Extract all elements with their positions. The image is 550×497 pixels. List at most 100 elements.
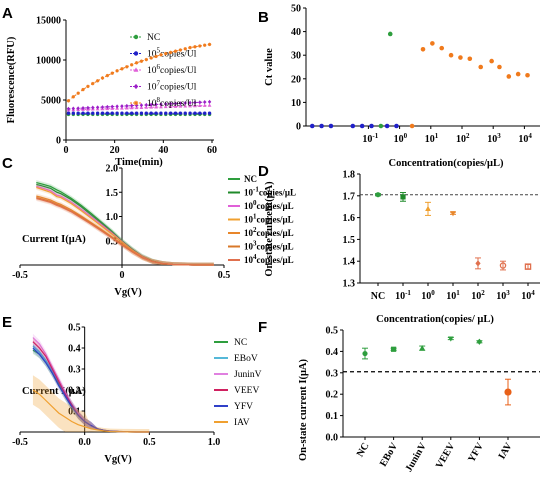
panel-a-legend-label: 105copies/Ul: [147, 47, 197, 60]
panel-b-point: [350, 123, 356, 129]
panel-b-point: [369, 123, 374, 129]
panel-a-series: [66, 99, 212, 111]
panel-d-y-tick-label: 1.3: [343, 279, 356, 290]
panel-a-point: [154, 111, 158, 115]
panel-a-point: [134, 111, 139, 115]
panel-f-x-tick-label: JuninV: [403, 440, 429, 474]
panel-a-legend-label: 106copies/Ul: [147, 63, 197, 76]
panel-a-point: [91, 111, 95, 115]
panel-a-point: [168, 104, 173, 108]
panel-a-point: [168, 101, 173, 106]
panel-a-point: [193, 100, 197, 105]
panel-a-point: [115, 111, 119, 115]
panel-c-legend-label: 100copies/μL: [244, 199, 294, 211]
panel-e: E -0.5 0.0 0.5 1.0 0.1 0.2 0.3 0.4 0.5 Vg(V) Curren…: [2, 314, 262, 465]
panel-b-y-tick-label: 50: [291, 4, 301, 15]
panel-b-point: [319, 123, 324, 129]
panel-a-point: [164, 51, 168, 56]
panel-c-series: [36, 184, 214, 266]
panel-d-x-tick-label: 101: [446, 289, 460, 302]
panel-d-y-tick-label: 1.8: [343, 170, 356, 181]
panel-b-point: [378, 123, 384, 129]
panel-a-point: [66, 111, 71, 115]
panel-b-point: [525, 72, 530, 78]
panel-b-point: [309, 123, 315, 129]
panel-d-x-tick-label: 102: [471, 289, 485, 302]
panel-e-legend-label: EBoV: [234, 354, 258, 364]
panel-d-point: [475, 260, 481, 267]
panel-a-point: [188, 45, 192, 50]
panel-c-y-tick-label: 1.0: [106, 212, 119, 223]
panel-a-label: A: [2, 5, 13, 22]
panel-a-point: [203, 43, 207, 47]
panel-c-series-band: [36, 193, 214, 265]
panel-c-x-tick-label: 0: [120, 270, 125, 281]
panel-b-point: [384, 123, 390, 129]
panel-c-series-band: [36, 184, 214, 265]
panel-a-point: [154, 105, 158, 109]
panel-b-point: [394, 123, 399, 129]
panel-f-y-tick-label: 0.4: [326, 347, 339, 358]
panel-f-y-tick-label: 0.5: [326, 326, 339, 337]
panel-a-legend-label: 107copies/Ul: [147, 80, 197, 93]
panel-a-point: [86, 111, 90, 115]
panel-a-point: [134, 61, 139, 65]
panel-a-point: [149, 102, 153, 107]
panel-a-point: [100, 111, 105, 115]
panel-b-point: [448, 52, 454, 58]
panel-f-point: [362, 350, 368, 357]
panel-c: C -0.5 0 0.5 0.5 1.0 1.5 2.0 Vg(V) Current I(μA) N…: [2, 155, 296, 298]
panel-a-point: [188, 100, 192, 105]
panel-a-point: [125, 103, 129, 108]
panel-a-point: [164, 101, 168, 107]
panel-d-label: D: [258, 163, 269, 180]
panel-b-x-tick-label: 10-1: [362, 132, 378, 145]
panel-e-y-tick-label: 0.4: [68, 344, 81, 355]
panel-c-series: [36, 182, 214, 266]
panel-a-point: [163, 104, 168, 109]
panel-a-point: [66, 99, 71, 103]
panel-a-point: [154, 54, 158, 59]
panel-b-x-tick-label: 103: [487, 132, 501, 145]
panel-a-point: [198, 100, 202, 105]
panel-b-point: [478, 64, 484, 70]
panel-d-point: [450, 211, 456, 217]
panel-f-y-tick-label: 0.1: [326, 411, 339, 422]
panel-a-point: [71, 111, 76, 115]
panel-e-x-axis-title: Vg(V): [104, 454, 132, 465]
panel-e-legend-label: IAV: [234, 418, 250, 428]
panel-a-point: [76, 111, 80, 115]
panel-c-legend-label: 101copies/μL: [244, 213, 294, 225]
panel-c-series-band: [36, 184, 214, 265]
panel-c-series: [36, 196, 214, 266]
panel-a-point: [207, 111, 212, 115]
panel-a-y-tick-label: 0: [56, 136, 61, 147]
panel-a-point: [173, 101, 178, 106]
panel-a-point: [110, 104, 114, 109]
panel-c-series: [36, 184, 214, 266]
panel-a-point: [173, 49, 178, 53]
panel-f-x-tick-label: IAV: [497, 440, 515, 461]
panel-f-x-tick-label: VEEV: [434, 440, 458, 470]
panel-d-x-tick-label: 100: [421, 289, 435, 302]
panel-b-point: [458, 55, 463, 60]
panel-b-point: [467, 56, 473, 62]
panel-f-y-tick-label: 0.3: [326, 368, 339, 379]
panel-b-point: [497, 64, 502, 70]
panel-a-point: [139, 59, 144, 63]
panel-c-series-line: [36, 186, 214, 266]
panel-f-x-tick-label: NC: [355, 441, 372, 459]
panel-a-point: [154, 102, 158, 107]
panel-a-point: [202, 103, 207, 107]
panel-a-point: [91, 105, 95, 110]
panel-a-point: [139, 111, 144, 115]
panel-a-point: [100, 76, 105, 80]
panel-e-y-tick-label: 0.2: [68, 386, 81, 397]
panel-b-label: B: [258, 9, 269, 26]
panel-a-point: [207, 103, 212, 107]
panel-a-point: [173, 111, 178, 115]
panel-e-x-tick-label: 0.5: [143, 437, 156, 448]
panel-d-title: Concentration(copies/μL): [388, 158, 504, 169]
panel-a-point: [144, 105, 149, 109]
